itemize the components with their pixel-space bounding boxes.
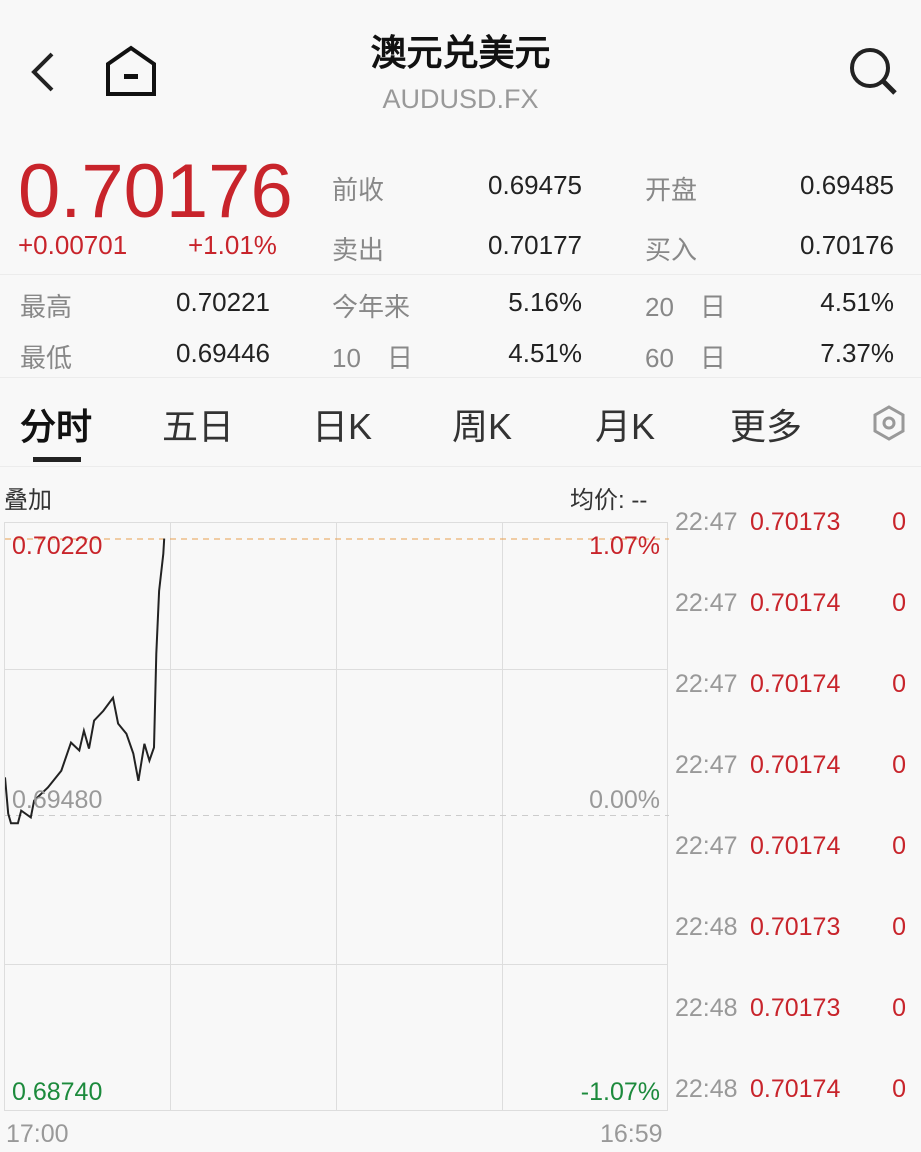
- tick-price: 0.70173: [750, 913, 841, 941]
- tick-time: 22:48: [675, 913, 738, 941]
- stat-value: 4.51%: [820, 287, 894, 317]
- overlay-button[interactable]: 叠加: [4, 487, 52, 514]
- price-line: [5, 538, 166, 825]
- stat-value: 5.16%: [508, 287, 582, 317]
- stat-label: 买入: [645, 235, 698, 265]
- y-label-top: 0.70220: [12, 532, 103, 560]
- price-change: +0.00701: [18, 230, 128, 260]
- tick-row: 22:47 0.70173 0: [675, 508, 910, 538]
- back-icon[interactable]: [26, 50, 60, 94]
- stat-value: 0.69485: [800, 170, 894, 200]
- page-title: 澳元兑美元: [370, 32, 551, 73]
- price-change-pct: +1.01%: [188, 230, 277, 260]
- stat-label: 前收: [332, 175, 385, 205]
- stat-label: 卖出: [332, 235, 385, 265]
- tab-weekly-k[interactable]: 周K: [452, 406, 513, 447]
- tick-volume: 0: [892, 751, 906, 779]
- stat-value: 0.70221: [176, 287, 270, 317]
- pct-label-mid: 0.00%: [589, 786, 660, 814]
- tick-volume: 0: [892, 832, 906, 860]
- tick-row: 22:48 0.70173 0: [675, 913, 910, 943]
- tick-time: 22:47: [675, 670, 738, 698]
- tick-price: 0.70174: [750, 832, 841, 860]
- tab-more[interactable]: 更多: [730, 406, 803, 447]
- tick-row: 22:47 0.70174 0: [675, 832, 910, 862]
- tick-price: 0.70174: [750, 670, 841, 698]
- stat-value: 4.51%: [508, 338, 582, 368]
- tick-price: 0.70173: [750, 994, 841, 1022]
- tab-intraday[interactable]: 分时: [20, 406, 93, 447]
- tick-price: 0.70174: [750, 1075, 841, 1103]
- tick-price: 0.70174: [750, 589, 841, 617]
- tick-volume: 0: [892, 913, 906, 941]
- avg-price: 均价: --: [570, 487, 648, 514]
- stat-value: 0.70176: [800, 230, 894, 260]
- tick-volume: 0: [892, 670, 906, 698]
- tab-five-day[interactable]: 五日: [162, 406, 235, 447]
- last-price: 0.70176: [18, 149, 293, 234]
- tick-row: 22:47 0.70174 0: [675, 589, 910, 619]
- tick-time: 22:47: [675, 751, 738, 779]
- tick-row: 22:47 0.70174 0: [675, 751, 910, 781]
- x-label-end: 16:59: [600, 1120, 663, 1148]
- stat-value: 0.69446: [176, 338, 270, 368]
- search-icon[interactable]: [846, 46, 900, 96]
- stat-label: 开盘: [645, 175, 698, 205]
- stat-value: 0.69475: [488, 170, 582, 200]
- stat-value: 0.70177: [488, 230, 582, 260]
- tick-time: 22:48: [675, 1075, 738, 1103]
- tab-monthly-k[interactable]: 月K: [595, 406, 656, 447]
- tick-row: 22:48 0.70174 0: [675, 1075, 910, 1105]
- stat-label: 今年来: [332, 292, 411, 322]
- tick-time: 22:47: [675, 832, 738, 860]
- active-tab-indicator: [33, 457, 81, 462]
- settings-icon[interactable]: [872, 405, 906, 441]
- tick-time: 22:48: [675, 994, 738, 1022]
- tick-volume: 0: [892, 508, 906, 536]
- pct-label-top: 1.07%: [589, 532, 660, 560]
- stat-label: 20 日: [645, 292, 726, 322]
- tick-volume: 0: [892, 994, 906, 1022]
- tick-volume: 0: [892, 1075, 906, 1103]
- x-label-start: 17:00: [6, 1120, 69, 1148]
- y-label-bottom: 0.68740: [12, 1078, 103, 1106]
- stat-label: 60 日: [645, 343, 726, 373]
- stat-value: 7.37%: [820, 338, 894, 368]
- tick-time: 22:47: [675, 589, 738, 617]
- price-line-chart: [5, 538, 669, 825]
- tick-time: 22:47: [675, 508, 738, 536]
- tick-row: 22:48 0.70173 0: [675, 994, 910, 1024]
- tab-daily-k[interactable]: 日K: [312, 406, 373, 447]
- tick-row: 22:47 0.70174 0: [675, 670, 910, 700]
- stat-label: 最低: [20, 343, 73, 373]
- tick-price: 0.70173: [750, 508, 841, 536]
- y-label-mid: 0.69480: [12, 786, 103, 814]
- symbol-code: AUDUSD.FX: [382, 84, 539, 114]
- home-icon[interactable]: [104, 44, 158, 98]
- tick-price: 0.70174: [750, 751, 841, 779]
- stat-label: 10 日: [332, 343, 413, 373]
- intraday-chart: [4, 522, 669, 1111]
- tick-volume: 0: [892, 589, 906, 617]
- stat-label: 最高: [20, 292, 73, 322]
- pct-label-bottom: -1.07%: [580, 1078, 660, 1106]
